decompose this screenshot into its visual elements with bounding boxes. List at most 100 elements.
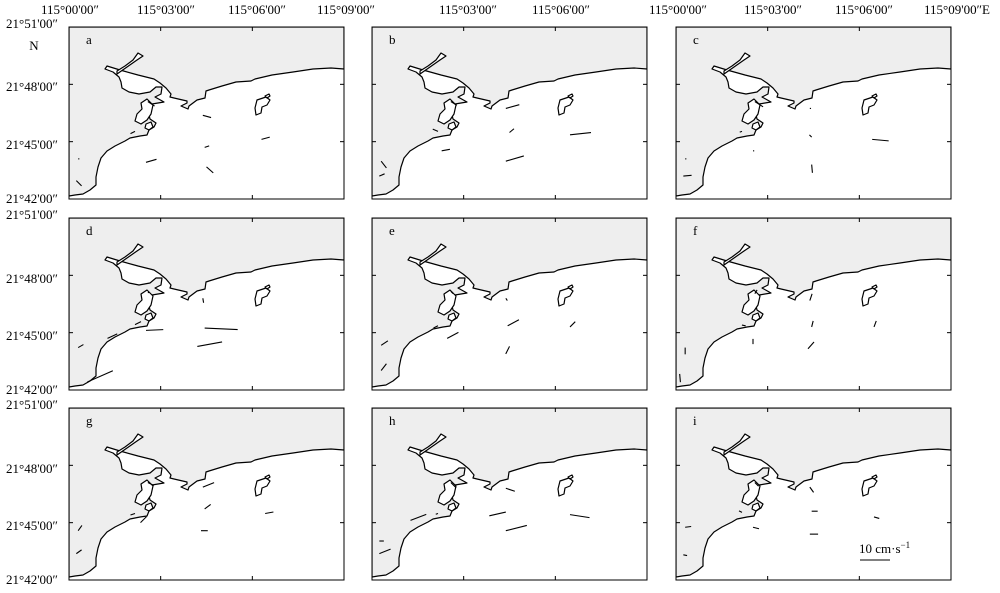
panel-label: f [693,223,698,238]
top-label-c1-0: 115°00'00″ [41,2,99,17]
island-0 [134,98,154,125]
island-3 [871,284,878,290]
top-label-c3-3: 115°09'00″E [924,2,990,17]
inlet [419,52,447,75]
panel-d: d [68,217,345,391]
panel-label: g [86,413,93,428]
map-panels: a b c d e f g h i [68,26,952,581]
panel-label: b [389,32,396,47]
current-vector [145,329,164,331]
current-vector [683,554,688,557]
lat-label-r1-0: 21°51'00″ [6,16,58,31]
inlet [419,433,447,456]
lat-label-r1-2: 21°45'00″ [6,137,58,152]
current-vector [204,145,210,148]
current-vector [206,166,214,174]
current-vector [505,104,520,109]
current-vector [379,173,385,177]
lat-label-r3-3: 21°42'00″ [6,572,58,587]
panel-frame [68,407,345,581]
coastline [676,408,951,578]
lat-label-r3-0: 21°51'00″ [6,397,58,412]
panel-label: c [693,32,699,47]
island-3 [264,284,271,290]
panel-frame [675,217,952,391]
current-vector [505,524,527,532]
mainland [69,218,344,388]
island-0 [741,289,761,316]
top-label-c3-1: 115°03'00″ [744,2,802,17]
current-vector [204,503,211,510]
current-vector [507,319,520,327]
current-vector [754,289,758,294]
top-label-c2-1: 115°06'00″ [532,2,590,17]
panel-c: c [675,26,952,200]
inlet [116,243,144,266]
current-vector [380,160,387,169]
mainland [372,408,647,578]
inlet [723,243,751,266]
current-vector [685,525,692,528]
current-vector [683,174,692,177]
lat-label-r1-3: 21°42'00″ [6,191,58,206]
current-vector [432,128,439,132]
current-vector [147,482,155,487]
current-vector [145,158,157,163]
top-label-c2-0: 115°03'00″ [439,2,497,17]
current-vector [741,324,746,327]
current-vector [433,325,439,329]
panel-frame [371,407,648,581]
current-vector [679,373,681,383]
coastline [372,218,647,388]
current-vector [450,482,457,489]
current-vector [811,164,813,173]
top-axis-labels: 115°00'00″ 115°03'00″ 115°06'00″ 115°09'… [41,2,990,17]
current-vector [379,548,391,555]
current-vector [75,180,82,187]
current-vector [87,370,114,383]
current-vector [807,341,815,350]
panel-a: a [68,26,345,200]
current-vector [505,346,510,355]
current-vector [197,341,223,347]
current-vector [140,516,147,524]
current-vector [873,516,880,519]
current-vector [489,511,506,517]
island-0 [741,479,761,506]
current-vector [204,327,238,331]
current-vector [130,512,136,516]
mainland [69,408,344,578]
current-vector [505,155,524,162]
current-vector [202,114,212,119]
panel-g: g [68,407,345,581]
panel-h: h [371,407,648,581]
current-vector [202,298,205,303]
top-label-c1-3: 115°09'00″ [317,2,375,17]
scale-bar-label: 10 cm·s−1 [859,540,910,556]
coastline [676,218,951,388]
current-vector [738,510,743,513]
island-3 [264,474,271,480]
panel-b: b [371,26,648,200]
current-vector [261,136,270,140]
panel-label: a [86,32,92,47]
current-vector [450,290,454,295]
current-vector [739,130,743,133]
current-vector [446,331,459,339]
island-0 [741,98,761,125]
island-1 [447,312,457,322]
coastline [69,218,344,388]
island-3 [871,474,878,480]
coastline [676,27,951,197]
mainland [372,218,647,388]
inlet [723,433,751,456]
current-vector [873,320,877,328]
current-vector [754,482,759,487]
north-label: N [29,38,39,53]
current-vector [809,293,813,301]
panel-f: f [675,217,952,391]
lat-label-r1-1: 21°48'00″ [6,79,58,94]
coastline [69,408,344,578]
panel-i: i [675,407,952,581]
